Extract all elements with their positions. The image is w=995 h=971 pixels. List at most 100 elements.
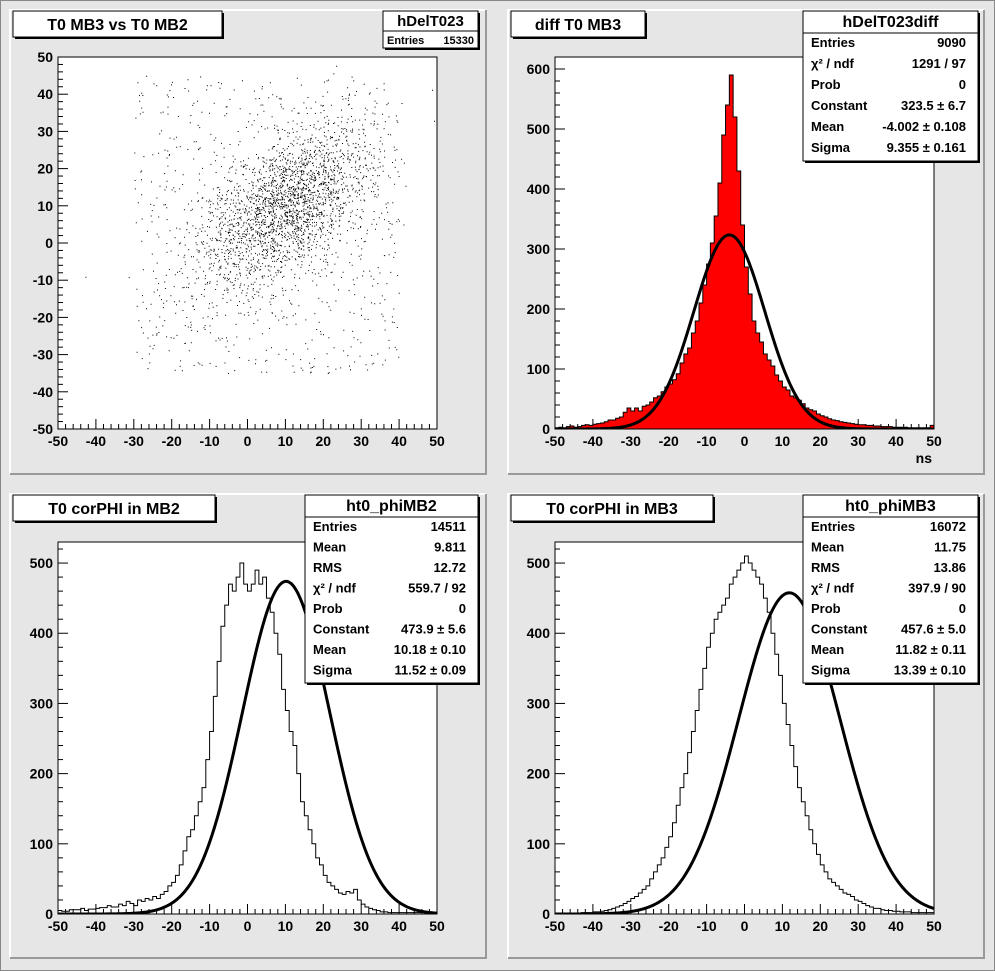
chart-title-box: T0 corPHI in MB3 — [510, 494, 715, 523]
x-tick-label: -30 — [124, 918, 144, 934]
x-tick-label: -10 — [199, 918, 219, 934]
x-tick-label: -30 — [124, 433, 144, 449]
y-tick-label: 500 — [30, 555, 54, 571]
y-tick-label: 20 — [37, 161, 53, 177]
pad-bevel-dark — [10, 494, 487, 959]
x-tick-label: 20 — [813, 433, 829, 449]
stats-label: χ² / ndf — [313, 581, 357, 596]
plot-area — [555, 74, 934, 429]
x-tick-label: 0 — [244, 433, 252, 449]
stats-name: hDelT023 — [397, 13, 464, 30]
y-tick-label: -20 — [33, 309, 53, 325]
y-tick-label: -50 — [33, 421, 53, 437]
stats-value: 9090 — [937, 35, 966, 50]
chart-pad-2: -50 -40 -30 -20 -10 0 10 20 30 40 5001002003004005… — [507, 9, 985, 475]
x-tick-label: -40 — [583, 918, 603, 934]
stats-label: Constant — [811, 98, 868, 113]
y-tick-label: 600 — [527, 61, 551, 77]
pad-bevel-light — [9, 493, 486, 958]
y-tick-label: 30 — [37, 123, 53, 139]
gaussian-fit-curve — [555, 591, 934, 914]
x-tick-label: -10 — [199, 433, 219, 449]
y-tick-label: -30 — [33, 347, 53, 363]
stats-background — [802, 10, 979, 162]
x-tick-label: 40 — [391, 918, 407, 934]
x-tick-label: -50 — [48, 433, 68, 449]
axes: -50 -40 -30 -20 -10 0 10 20 30 40 5001002003004005… — [30, 548, 445, 934]
y-tick-label: 200 — [527, 766, 551, 782]
axes: -50 -40 -30 -20 -10 0 10 20 30 40 5001002003004005… — [527, 548, 942, 934]
stats-value: 14511 — [431, 519, 466, 534]
stats-value: -4.002 ± 0.108 — [882, 119, 966, 134]
stats-label: Sigma — [313, 663, 353, 678]
x-tick-label: -50 — [545, 918, 565, 934]
x-tick-label: 30 — [850, 918, 866, 934]
chart-title-box: diff T0 MB3 — [510, 10, 647, 39]
y-tick-label: 300 — [30, 695, 54, 711]
stats-label: Mean — [313, 642, 346, 657]
stats-label: Sigma — [811, 140, 851, 155]
x-tick-label: 0 — [741, 918, 749, 934]
pad-bevel-dark — [508, 10, 985, 475]
x-tick-label: 0 — [741, 433, 749, 449]
chart-pad-3: -50 -40 -30 -20 -10 0 10 20 30 40 5001002003004005… — [9, 493, 487, 959]
x-tick-label: 50 — [926, 918, 942, 934]
stats-value: 473.9 ± 5.6 — [401, 622, 466, 637]
y-tick-label: 300 — [527, 241, 551, 257]
pad-bevel-dark — [10, 10, 487, 475]
stats-value: 11.52 ± 0.09 — [395, 663, 466, 678]
y-tick-label: 400 — [527, 181, 551, 197]
stats-label: χ² / ndf — [811, 581, 855, 596]
x-tick-label: 50 — [429, 433, 445, 449]
y-tick-label: 400 — [527, 625, 551, 641]
x-tick-label: -20 — [659, 433, 679, 449]
y-tick-label: 300 — [527, 695, 551, 711]
stats-label: Entries — [387, 35, 424, 47]
y-tick-label: 500 — [527, 555, 551, 571]
stats-value: 12.72 — [433, 560, 466, 575]
stats-label: Prob — [811, 601, 841, 616]
stats-label: Prob — [811, 77, 841, 92]
y-tick-label: 0 — [45, 235, 53, 251]
histogram-outline — [555, 555, 934, 914]
chart-title: T0 MB3 vs T0 MB2 — [47, 17, 188, 34]
stats-value: 11.82 ± 0.11 — [895, 642, 966, 657]
stats-background — [802, 494, 979, 684]
y-tick-label: -10 — [33, 272, 53, 288]
stats-label: Entries — [313, 519, 357, 534]
chart-pad-4: -50 -40 -30 -20 -10 0 10 20 30 40 5001002003004005… — [507, 493, 985, 959]
x-axis-label: ns — [916, 450, 933, 466]
y-tick-label: 100 — [527, 361, 551, 377]
stats-label: Entries — [811, 519, 855, 534]
y-tick-label: 40 — [37, 86, 53, 102]
y-tick-label: -40 — [33, 384, 53, 400]
y-tick-label: 0 — [542, 421, 550, 437]
axes: -50 -40 -30 -20 -10 0 10 20 30 40 50 -50 -40 -30 -20 -1… — [33, 49, 445, 449]
stats-value: 9.811 — [434, 540, 466, 555]
x-tick-label: -50 — [545, 433, 565, 449]
x-tick-label: 40 — [391, 433, 407, 449]
chart-pad-1: -50 -40 -30 -20 -10 0 10 20 30 40 50 -50 -40 -30 -20 -1… — [9, 9, 487, 475]
y-tick-label: 400 — [30, 625, 54, 641]
stats-value: 1291 / 97 — [912, 56, 966, 71]
stats-label: RMS — [313, 560, 342, 575]
axes: -50 -40 -30 -20 -10 0 10 20 30 40 5001002003004005… — [527, 56, 942, 466]
gaussian-fit-curve — [58, 579, 437, 914]
x-tick-label: 30 — [353, 918, 369, 934]
plot-area — [555, 555, 934, 914]
x-tick-label: 50 — [429, 918, 445, 934]
stats-label: Mean — [811, 540, 844, 555]
pad-bevel-light — [507, 9, 984, 474]
x-tick-label: -40 — [583, 433, 603, 449]
x-tick-label: -50 — [48, 918, 68, 934]
stats-box: ht0_phiMB2 Entries 14511 Mean 9.811 RMS 12.72 χ… — [304, 494, 480, 685]
x-tick-label: -30 — [621, 918, 641, 934]
stats-background — [304, 494, 479, 684]
y-tick-label: 50 — [37, 49, 53, 65]
y-tick-label: 100 — [30, 836, 54, 852]
stats-name: hDelT023diff — [842, 14, 939, 31]
chart-title-box: T0 MB3 vs T0 MB2 — [12, 10, 224, 39]
x-tick-label: 30 — [850, 433, 866, 449]
stats-value: 0 — [959, 77, 966, 92]
